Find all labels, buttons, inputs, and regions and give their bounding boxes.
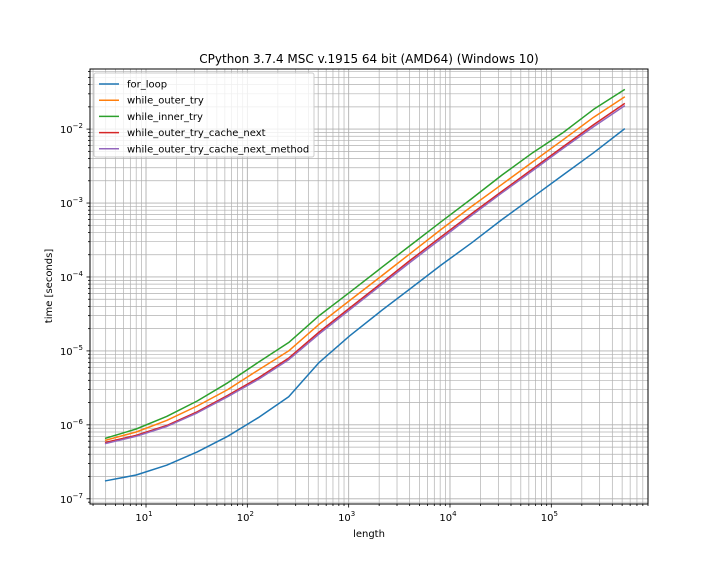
legend: for_loop while_outer_try while_inner_trywh… — [93, 72, 315, 158]
legend-label: while_outer_try_cache_next — [127, 128, 266, 139]
y-axis-label: time [seconds] — [44, 249, 55, 324]
x-axis-label: length — [353, 529, 385, 540]
series-line-while-outer-try — [104, 96, 626, 442]
series-lines — [104, 88, 626, 482]
legend-label: while_inner_try — [127, 112, 203, 123]
series-line-for-loop — [104, 128, 626, 482]
series-line-while-outer-try-cache-next — [104, 102, 626, 444]
y-tick-label: 10−6 — [60, 418, 84, 432]
x-tick-label: 105 — [541, 510, 558, 524]
axis-ticks: 101 102 103 104 105 10−7 10−6 10−5 10−4 10−3 10−2 — [60, 71, 649, 524]
x-tick-label: 101 — [135, 510, 152, 524]
x-tick-label: 102 — [237, 510, 254, 524]
y-tick-label: 10−2 — [60, 122, 83, 136]
y-tick-label: 10−3 — [60, 196, 83, 210]
x-tick-label: 104 — [439, 510, 457, 524]
legend-label: for_loop — [127, 80, 167, 91]
series-line-while-inner-try — [104, 88, 626, 440]
legend-label: while_outer_try — [127, 96, 204, 107]
y-tick-label: 10−5 — [60, 344, 83, 358]
x-tick-label: 103 — [338, 510, 355, 524]
legend-label: while_outer_try_cache_next_method — [127, 144, 309, 155]
series-line-while-outer-try-cache-next-method — [104, 105, 626, 445]
plot-frame — [89, 68, 649, 505]
y-tick-label: 10−4 — [60, 270, 84, 284]
legend-box — [93, 72, 315, 158]
y-tick-label: 10−7 — [60, 492, 83, 506]
chart-title: CPython 3.7.4 MSC v.1915 64 bit (AMD64) … — [199, 52, 538, 66]
